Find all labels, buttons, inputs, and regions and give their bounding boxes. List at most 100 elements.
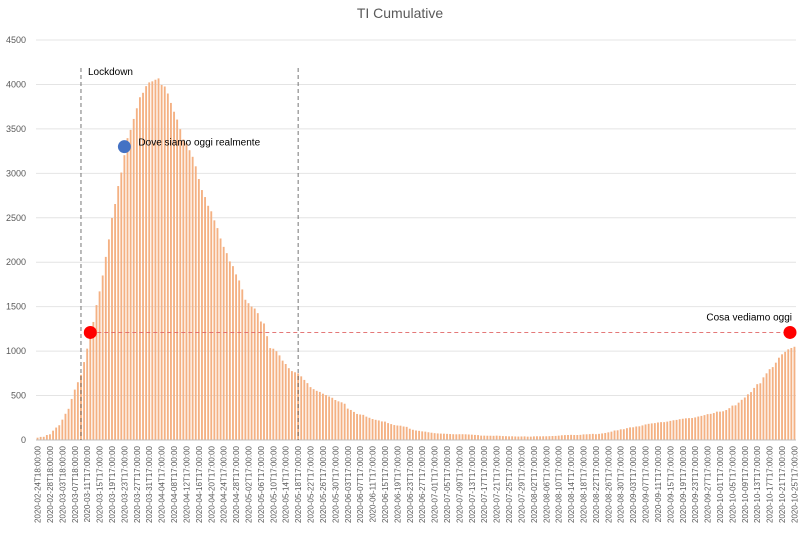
x-tick-label: 2020-06-15T17:00:00 bbox=[381, 445, 390, 523]
bar bbox=[684, 418, 687, 440]
bar bbox=[576, 435, 579, 440]
bar bbox=[89, 337, 92, 440]
x-tick-label: 2020-08-06T17:00:00 bbox=[542, 445, 551, 523]
bar bbox=[284, 364, 287, 440]
bar bbox=[610, 431, 613, 440]
bar bbox=[765, 373, 768, 440]
bar bbox=[675, 419, 678, 440]
bar bbox=[477, 435, 479, 440]
vline-label: Lockdown bbox=[88, 67, 133, 78]
bar bbox=[415, 430, 417, 440]
bar bbox=[253, 308, 256, 440]
bar bbox=[216, 228, 219, 440]
x-tick-label: 2020-03-11T17:00:00 bbox=[83, 445, 92, 522]
bar bbox=[557, 435, 560, 440]
x-tick-label: 2020-10-09T17:00:00 bbox=[741, 445, 750, 523]
bar bbox=[92, 321, 95, 440]
bar bbox=[461, 434, 464, 440]
bar bbox=[778, 357, 780, 440]
bar bbox=[238, 280, 241, 440]
bar bbox=[225, 253, 228, 440]
x-tick-label: 2020-04-12T17:00:00 bbox=[182, 445, 191, 523]
bar bbox=[545, 436, 548, 440]
marker bbox=[117, 140, 131, 154]
bar bbox=[70, 398, 73, 440]
x-tick-label: 2020-10-05T17:00:00 bbox=[728, 445, 737, 523]
bar bbox=[430, 432, 433, 440]
bar bbox=[191, 156, 194, 441]
bar bbox=[129, 129, 132, 440]
bar bbox=[98, 291, 101, 440]
bar bbox=[762, 377, 765, 440]
bar bbox=[176, 119, 179, 441]
bar bbox=[337, 401, 340, 440]
bar bbox=[384, 421, 386, 440]
bar bbox=[498, 435, 501, 440]
x-tick-label: 2020-07-25T17:00:00 bbox=[505, 445, 514, 523]
bar bbox=[644, 424, 647, 440]
y-tick-label: 3000 bbox=[6, 168, 26, 178]
x-tick-label: 2020-07-13T17:00:00 bbox=[468, 445, 477, 523]
bar bbox=[703, 415, 706, 440]
bar bbox=[725, 410, 728, 440]
bar bbox=[734, 405, 737, 440]
bar bbox=[635, 426, 638, 440]
x-tick-label: 2020-08-14T17:00:00 bbox=[567, 445, 576, 523]
bar bbox=[756, 384, 759, 440]
bar bbox=[641, 425, 644, 440]
bar bbox=[548, 436, 551, 440]
bar bbox=[325, 395, 327, 440]
bar bbox=[433, 433, 436, 440]
bar bbox=[250, 306, 253, 440]
bar bbox=[753, 387, 756, 440]
bar bbox=[294, 372, 296, 440]
bar bbox=[402, 426, 405, 440]
x-tick-label: 2020-08-10T17:00:00 bbox=[555, 445, 564, 523]
bar bbox=[228, 261, 231, 440]
bar bbox=[173, 111, 175, 440]
x-tick-label: 2020-07-09T17:00:00 bbox=[455, 445, 464, 522]
bar bbox=[377, 420, 380, 440]
bar bbox=[731, 405, 734, 440]
x-tick-label: 2020-06-11T17:00:00 bbox=[369, 445, 378, 522]
bar bbox=[594, 434, 597, 440]
bar bbox=[120, 172, 123, 441]
bar bbox=[439, 433, 442, 440]
bar bbox=[793, 346, 796, 440]
bar bbox=[111, 217, 113, 440]
bar bbox=[663, 422, 666, 440]
x-tick-label: 2020-09-07T17:00:00 bbox=[642, 445, 651, 523]
x-tick-label: 2020-09-27T17:00:00 bbox=[704, 445, 713, 523]
bar bbox=[362, 414, 365, 440]
x-tick-label: 2020-08-26T17:00:00 bbox=[604, 445, 613, 523]
bar bbox=[49, 434, 51, 440]
bar bbox=[52, 430, 54, 440]
y-tick-label: 3500 bbox=[6, 124, 26, 134]
bar bbox=[740, 399, 743, 440]
bar bbox=[123, 155, 126, 440]
bar bbox=[560, 435, 563, 440]
bar bbox=[114, 204, 117, 440]
bar bbox=[529, 436, 532, 440]
bar bbox=[737, 402, 740, 440]
bar bbox=[58, 425, 61, 440]
x-tick-label: 2020-03-07T18:00:00 bbox=[71, 445, 80, 523]
x-tick-label: 2020-05-22T17:00:00 bbox=[307, 445, 316, 523]
x-tick-label: 2020-06-27T17:00:00 bbox=[418, 445, 427, 523]
marker bbox=[783, 325, 797, 339]
x-tick-label: 2020-04-16T17:00:00 bbox=[195, 445, 204, 523]
bar bbox=[197, 179, 200, 440]
bar bbox=[722, 411, 725, 440]
bar bbox=[232, 266, 234, 440]
bar bbox=[523, 436, 526, 440]
bar bbox=[759, 383, 762, 440]
bar bbox=[281, 360, 284, 440]
x-tick-label: 2020-03-19T17:00:00 bbox=[108, 445, 117, 523]
annotation: Dove siamo oggi realmente bbox=[138, 138, 260, 149]
bar bbox=[787, 349, 790, 440]
x-tick-label: 2020-03-27T17:00:00 bbox=[133, 445, 142, 523]
bar bbox=[505, 436, 507, 440]
bar bbox=[582, 434, 585, 440]
x-tick-label: 2020-06-03T17:00:00 bbox=[344, 445, 353, 523]
bar bbox=[616, 430, 619, 440]
